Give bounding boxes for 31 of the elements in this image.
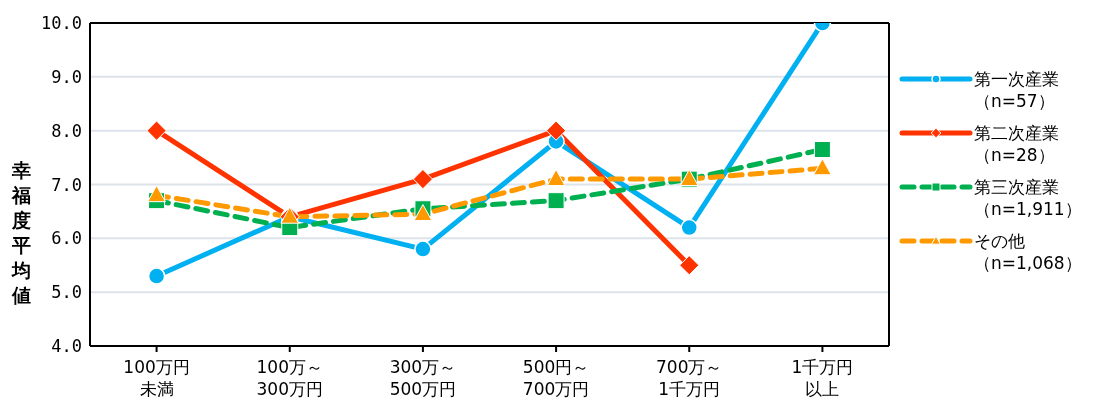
y-tick-label: 8.0	[51, 120, 82, 141]
point	[813, 141, 831, 159]
point	[412, 169, 434, 190]
point	[414, 240, 432, 258]
y-tick-label: 4.0	[51, 336, 82, 357]
point	[146, 120, 167, 141]
y-tick-label: 5.0	[51, 282, 82, 303]
point	[545, 120, 567, 141]
legend-label: 第三次産業（n=1,911）	[974, 176, 1083, 220]
point	[413, 204, 433, 222]
x-tick-label: 1千万円以上	[790, 356, 855, 400]
y-tick-label: 6.0	[51, 228, 82, 249]
legend-label: その他（n=1,068）	[974, 230, 1083, 274]
point	[680, 218, 698, 237]
point	[546, 169, 566, 187]
x-tick-label: 300万～500万円	[388, 356, 458, 400]
x-tick-label: 700万～1千万円	[655, 356, 724, 400]
point	[147, 185, 166, 203]
y-axis-title: 幸福度平均値	[10, 158, 32, 308]
point	[147, 267, 166, 285]
point	[813, 158, 832, 176]
x-tick-label: 500円～700万円	[521, 356, 591, 400]
point	[679, 255, 700, 276]
legend-label: 第一次産業（n=57）	[974, 68, 1060, 112]
point	[547, 192, 565, 210]
x-tick-label: 100万円未満	[122, 356, 191, 400]
y-tick-label: 9.0	[51, 66, 82, 87]
x-tick-label: 100万～300万円	[255, 356, 324, 400]
legend-label: 第二次産業（n=28）	[974, 122, 1060, 166]
y-tick-label: 7.0	[51, 174, 82, 195]
y-tick-label: 10.0	[41, 13, 82, 34]
